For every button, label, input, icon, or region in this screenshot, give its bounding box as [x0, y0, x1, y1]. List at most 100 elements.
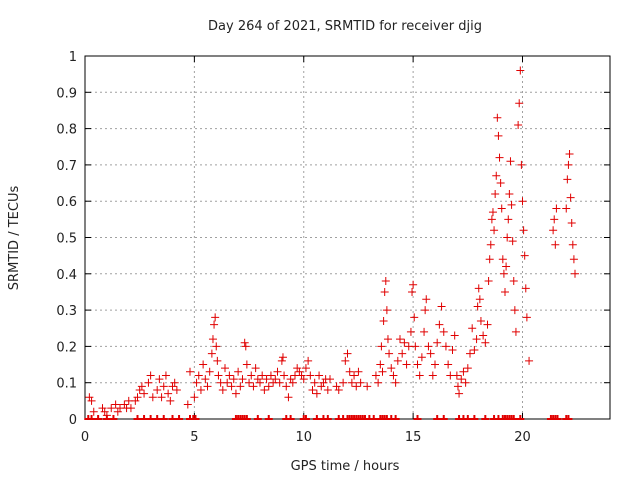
y-tick-label: 0.4	[56, 268, 77, 283]
data-point-plus	[549, 226, 558, 235]
data-point-plus	[271, 375, 280, 384]
data-point-plus	[144, 378, 153, 387]
data-point-plus	[223, 378, 232, 387]
data-point-plus	[347, 378, 356, 387]
data-point-plus	[450, 331, 459, 340]
data-point-plus	[422, 295, 431, 304]
data-point-plus	[502, 262, 511, 271]
data-point-plus	[506, 157, 515, 166]
data-point-plus	[393, 356, 402, 365]
data-points	[85, 66, 579, 420]
data-point-plus	[113, 407, 122, 416]
data-point-plus	[566, 193, 575, 202]
data-point-plus	[284, 393, 293, 402]
data-point-plus	[278, 353, 287, 362]
data-point-plus	[516, 66, 525, 75]
data-point-plus	[391, 378, 400, 387]
data-point-plus	[339, 378, 348, 387]
data-point-plus	[562, 204, 571, 213]
data-point-plus	[379, 316, 388, 325]
data-point-plus	[326, 375, 334, 384]
x-tick-label: 10	[295, 430, 312, 445]
data-point-plus	[253, 375, 262, 384]
data-point-plus	[199, 360, 208, 369]
zero-point-plus	[564, 415, 573, 420]
data-point-plus	[98, 404, 107, 413]
x-tick-label: 0	[81, 430, 89, 445]
data-point-plus	[424, 342, 433, 351]
data-point-plus	[126, 404, 135, 413]
data-point-plus	[413, 360, 422, 369]
data-point-plus	[569, 255, 578, 264]
zero-point-plus	[159, 415, 168, 420]
data-point-plus	[345, 367, 354, 376]
data-point-plus	[498, 255, 507, 264]
zero-point-plus	[175, 415, 184, 420]
y-tick-label: 0	[69, 413, 77, 428]
zero-markers	[84, 415, 573, 420]
data-point-plus	[431, 360, 439, 369]
data-point-plus	[249, 382, 258, 391]
data-point-plus	[525, 356, 534, 365]
y-axis-label: SRMTID / TECUs	[7, 186, 22, 291]
data-point-plus	[137, 382, 146, 391]
data-point-plus	[146, 371, 155, 380]
data-point-plus	[258, 371, 267, 380]
data-point-plus	[140, 389, 149, 398]
data-point-plus	[170, 378, 179, 387]
data-point-plus	[435, 320, 444, 329]
data-point-plus	[522, 313, 531, 322]
grid-lines	[85, 56, 610, 419]
data-point-plus	[406, 327, 415, 336]
data-point-plus	[102, 411, 111, 420]
data-point-plus	[240, 338, 249, 347]
data-point-plus	[273, 367, 282, 376]
data-point-plus	[161, 371, 170, 380]
data-point-plus	[499, 269, 508, 278]
data-point-plus	[183, 400, 192, 409]
data-point-plus	[172, 385, 181, 394]
data-point-plus	[381, 277, 390, 286]
data-point-plus	[457, 375, 466, 384]
data-point-plus	[518, 197, 527, 206]
data-point-plus	[352, 382, 361, 391]
y-tick-label: 0.1	[56, 377, 77, 392]
data-point-plus	[497, 204, 506, 213]
zero-point-plus	[301, 415, 310, 420]
zero-point-plus	[413, 415, 422, 420]
y-tick-label: 1	[69, 50, 77, 65]
data-point-plus	[131, 396, 140, 405]
zero-point-plus	[481, 415, 490, 420]
chart-title: Day 264 of 2021, SRMTID for receiver dji…	[208, 19, 482, 34]
data-point-plus	[107, 404, 116, 413]
data-point-plus	[214, 371, 223, 380]
data-point-plus	[164, 389, 173, 398]
data-point-plus	[485, 255, 494, 264]
data-point-plus	[317, 382, 326, 391]
data-point-plus	[159, 382, 168, 391]
data-point-plus	[428, 371, 437, 380]
data-point-plus	[444, 360, 453, 369]
data-point-plus	[550, 215, 559, 224]
data-point-plus	[343, 349, 352, 358]
data-point-plus	[417, 353, 426, 362]
data-point-plus	[251, 364, 260, 373]
data-point-plus	[277, 356, 286, 365]
data-point-plus	[201, 375, 210, 384]
y-tick-label: 0.2	[56, 340, 77, 355]
data-point-plus	[459, 367, 468, 376]
data-point-plus	[472, 335, 481, 344]
data-point-plus	[238, 375, 247, 384]
data-point-plus	[356, 378, 365, 387]
data-point-plus	[389, 371, 398, 380]
data-point-plus	[89, 407, 98, 416]
data-point-plus	[212, 342, 221, 351]
zero-point-plus	[286, 415, 295, 420]
data-point-plus	[387, 364, 396, 373]
data-point-plus	[194, 371, 203, 380]
y-tick-label: 0.6	[56, 195, 77, 210]
data-point-plus	[192, 378, 201, 387]
data-point-plus	[474, 284, 483, 293]
data-point-plus	[410, 313, 419, 322]
